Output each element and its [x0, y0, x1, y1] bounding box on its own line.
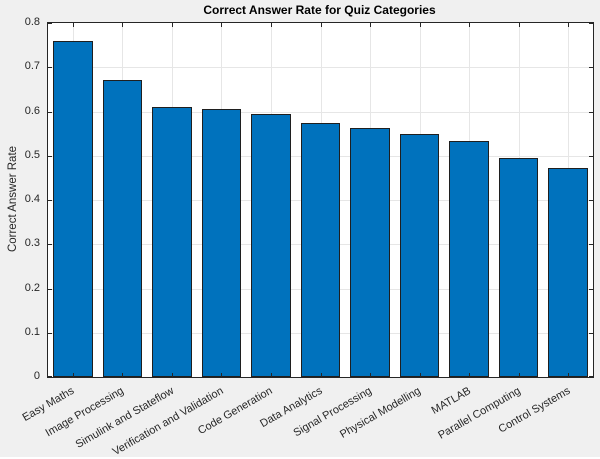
bar [300, 122, 341, 377]
x-tick-mark [469, 23, 471, 27]
y-tick-mark [589, 156, 593, 157]
x-tick-mark [370, 23, 372, 27]
y-tick-label: 0.5 [24, 149, 40, 161]
y-tick-mark [48, 67, 52, 68]
y-tick-label: 0.3 [24, 237, 40, 249]
y-tick-mark [589, 67, 593, 68]
x-tick-mark [568, 23, 570, 27]
x-tick-mark [469, 373, 471, 377]
x-tick-mark [221, 23, 223, 27]
x-tick-mark [122, 23, 124, 27]
bar [449, 141, 489, 377]
x-tick-mark [320, 23, 322, 27]
y-tick-label: 0 [33, 370, 40, 382]
y-tick-mark [589, 333, 593, 334]
x-tick-mark [171, 373, 173, 377]
y-tick-label: 0.1 [24, 326, 40, 338]
x-tick-mark [270, 23, 272, 27]
y-tick-mark [48, 200, 52, 201]
x-tick-mark [122, 373, 124, 377]
y-tick-mark [589, 23, 593, 24]
x-tick-mark [419, 23, 421, 27]
y-tick-mark [589, 244, 593, 245]
bar [251, 114, 291, 377]
bar [399, 133, 440, 377]
plot-area [47, 22, 594, 378]
x-tick-mark [419, 373, 421, 377]
y-tick-mark [589, 200, 593, 201]
y-tick-mark [48, 333, 52, 334]
chart-title: Correct Answer Rate for Quiz Categories [203, 3, 436, 17]
x-category-label: Parallel Computing [435, 384, 523, 442]
y-tick-label: 0.4 [24, 193, 40, 205]
bar [548, 167, 589, 377]
x-tick-mark [72, 23, 74, 27]
y-tick-mark [589, 289, 593, 290]
x-tick-mark [320, 373, 322, 377]
y-tick-mark [48, 244, 52, 245]
y-tick-label: 0.2 [24, 282, 40, 294]
x-tick-mark [221, 373, 223, 377]
x-tick-mark [568, 373, 570, 377]
x-tick-mark [370, 373, 372, 377]
y-tick-mark [589, 376, 593, 377]
y-tick-mark [589, 112, 593, 113]
bar [498, 157, 539, 377]
x-tick-mark [171, 23, 173, 27]
bar [102, 79, 143, 377]
y-tick-label: 0.7 [24, 60, 40, 72]
x-tick-mark [518, 23, 520, 27]
x-tick-mark [270, 373, 272, 377]
x-tick-mark [72, 373, 74, 377]
x-tick-mark [518, 373, 520, 377]
y-tick-mark [48, 112, 52, 113]
bar [201, 108, 242, 377]
bar [350, 127, 390, 377]
y-tick-mark [48, 376, 52, 377]
y-tick-label: 0.8 [24, 16, 40, 28]
y-tick-mark [48, 289, 52, 290]
y-tick-mark [48, 156, 52, 157]
bar [52, 40, 93, 377]
y-tick-mark [48, 23, 52, 24]
bar [152, 107, 192, 377]
y-tick-label: 0.6 [24, 105, 40, 117]
